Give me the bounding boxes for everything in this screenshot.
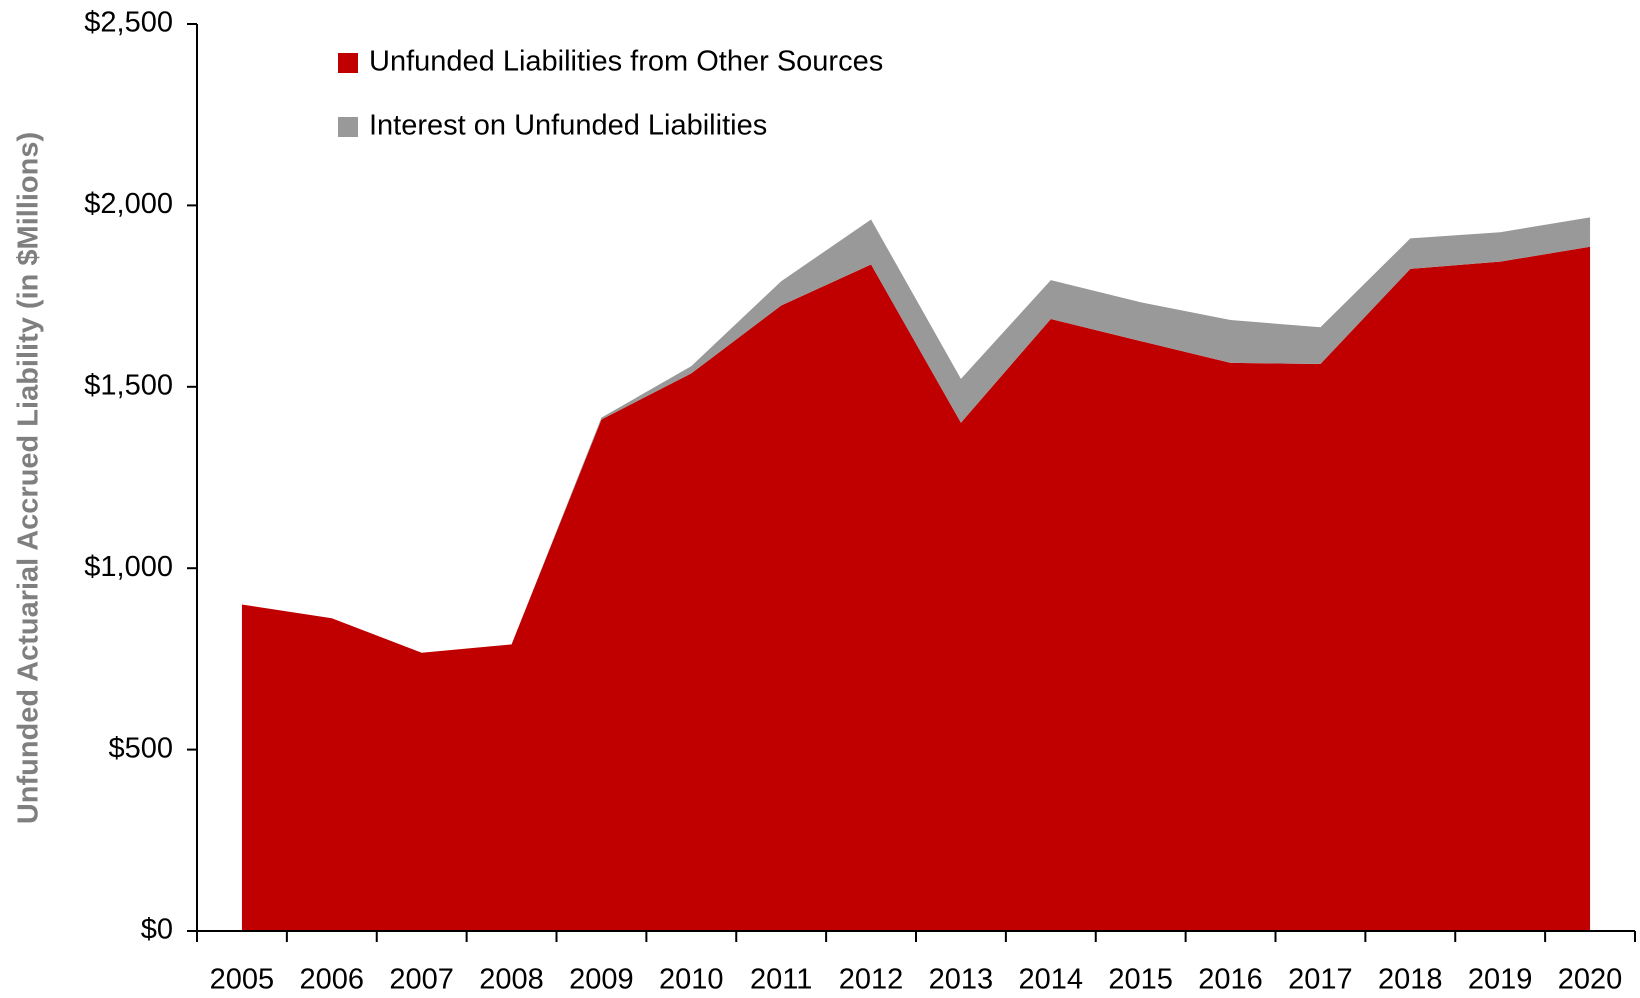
y-tick-label: $1,500 <box>84 369 173 401</box>
x-tick-label: 2008 <box>479 964 544 996</box>
y-axis-title: Unfunded Actuarial Accrued Liability (in… <box>13 132 45 824</box>
y-tick-label: $0 <box>141 914 173 946</box>
x-tick-label: 2006 <box>300 964 365 996</box>
x-tick-label: 2013 <box>929 964 994 996</box>
y-tick-label: $1,000 <box>84 551 173 583</box>
x-tick-label: 2010 <box>659 964 724 996</box>
x-tick-label: 2017 <box>1288 964 1353 996</box>
legend-swatch <box>338 117 358 137</box>
x-tick-label: 2012 <box>839 964 904 996</box>
y-tick-label: $2,000 <box>84 188 173 220</box>
x-tick-label: 2014 <box>1019 964 1084 996</box>
x-tick-label: 2015 <box>1108 964 1173 996</box>
area <box>241 217 1591 653</box>
x-tick-label: 2005 <box>210 964 275 996</box>
x-tick-label: 2020 <box>1558 964 1623 996</box>
x-tick-label: 2018 <box>1378 964 1443 996</box>
legend-label: Unfunded Liabilities from Other Sources <box>369 46 883 78</box>
x-tick-label: 2011 <box>750 964 812 996</box>
x-tick-label: 2019 <box>1468 964 1533 996</box>
x-tick-label: 2007 <box>389 964 454 996</box>
y-tick-label: $2,500 <box>84 7 173 39</box>
legend-swatch <box>338 53 358 73</box>
legend-label: Interest on Unfunded Liabilities <box>369 110 767 142</box>
area <box>241 246 1591 931</box>
y-tick-label: $500 <box>108 732 173 764</box>
x-tick-label: 2009 <box>569 964 634 996</box>
x-tick-label: 2016 <box>1198 964 1263 996</box>
